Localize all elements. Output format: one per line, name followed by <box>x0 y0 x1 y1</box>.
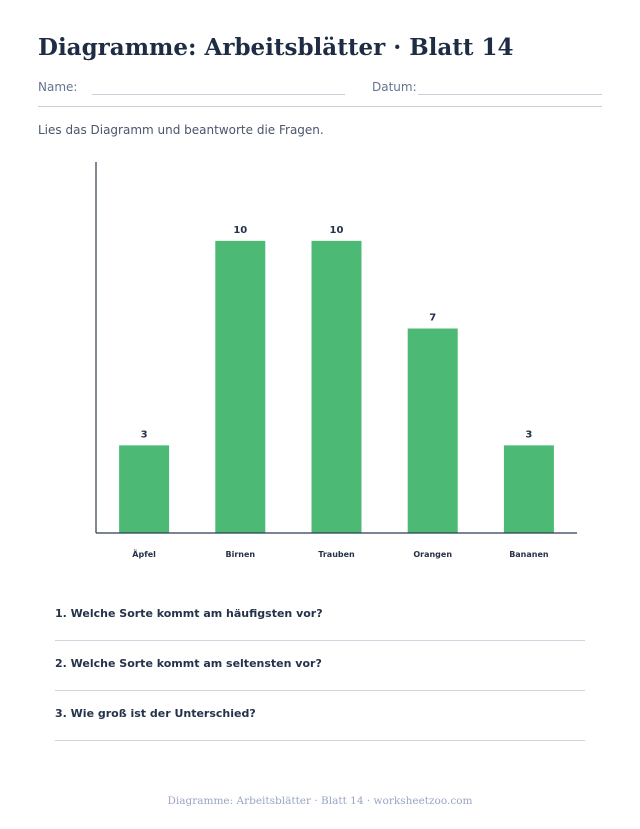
instruction-text: Lies das Diagramm und beantworte die Fra… <box>38 123 324 137</box>
bar-4 <box>407 328 458 533</box>
answer-line-1[interactable] <box>55 640 585 641</box>
bar-value-label: 3 <box>141 429 148 440</box>
answer-line-3[interactable] <box>55 740 585 741</box>
bar-value-label: 10 <box>233 225 247 236</box>
question-2: 2. Welche Sorte kommt am seltensten vor? <box>55 657 322 670</box>
question-1: 1. Welche Sorte kommt am häufigsten vor? <box>55 607 323 620</box>
name-label: Name: <box>38 80 78 94</box>
category-label: Orangen <box>413 550 452 559</box>
bar-3 <box>311 240 362 533</box>
bar-value-label: 7 <box>429 313 436 324</box>
bar-chart: 3 Äpfel 10 Birnen 10 Trauben 7 Orangen 3 Bananen <box>95 162 577 559</box>
date-field[interactable] <box>418 94 602 95</box>
answer-line-2[interactable] <box>55 690 585 691</box>
name-field[interactable] <box>92 94 345 95</box>
page-title: Diagramme: Arbeitsblätter · Blatt 14 <box>38 34 514 61</box>
category-label: Birnen <box>225 550 255 559</box>
category-label: Bananen <box>509 550 549 559</box>
date-label: Datum: <box>372 80 417 94</box>
bar-value-label: 3 <box>525 429 532 440</box>
bar-5 <box>503 445 554 533</box>
footer-text: Diagramme: Arbeitsblätter · Blatt 14 · w… <box>167 795 473 807</box>
bar-value-label: 10 <box>330 225 344 236</box>
bar-1 <box>119 445 170 533</box>
question-3: 3. Wie groß ist der Unterschied? <box>55 707 256 720</box>
header-divider <box>38 106 602 107</box>
category-label: Trauben <box>318 550 355 559</box>
category-label: Äpfel <box>132 549 156 559</box>
bar-2 <box>215 240 266 533</box>
